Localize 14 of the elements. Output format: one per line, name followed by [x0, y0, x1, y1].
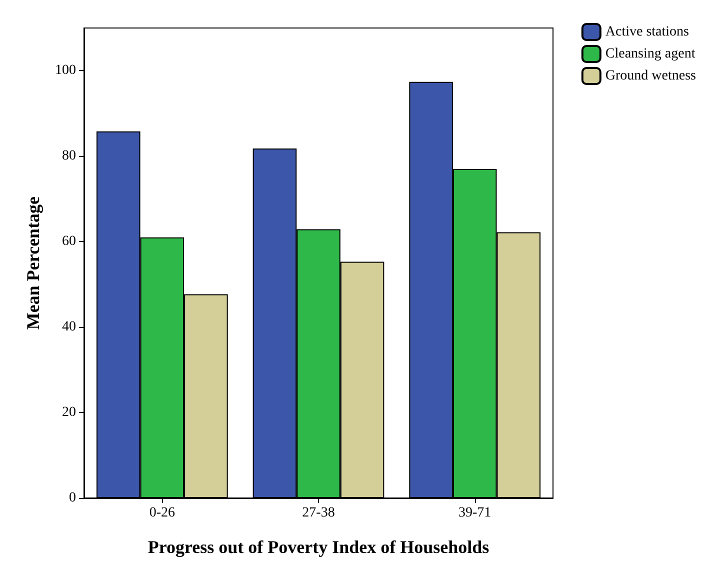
y-tick-label: 0 [69, 490, 76, 506]
legend-label: Ground wetness [605, 68, 696, 84]
y-tick-label: 80 [62, 148, 76, 164]
x-tick-label: 39-71 [458, 506, 492, 520]
y-tick-label: 40 [62, 320, 76, 335]
legend-label: Cleansing agent [605, 46, 696, 62]
x-tick-label: 0-26 [149, 506, 176, 520]
y-tick-label: 100 [55, 63, 76, 78]
y-tick-label: 20 [62, 405, 76, 420]
y-axis-title: Mean Percentage [23, 196, 43, 330]
y-tick-label: 60 [62, 234, 76, 250]
x-tick-label: 27-38 [302, 506, 335, 520]
legend-label: Active stations [605, 24, 690, 40]
x-axis-title: Progress out of Poverty Index of Households [148, 537, 490, 557]
